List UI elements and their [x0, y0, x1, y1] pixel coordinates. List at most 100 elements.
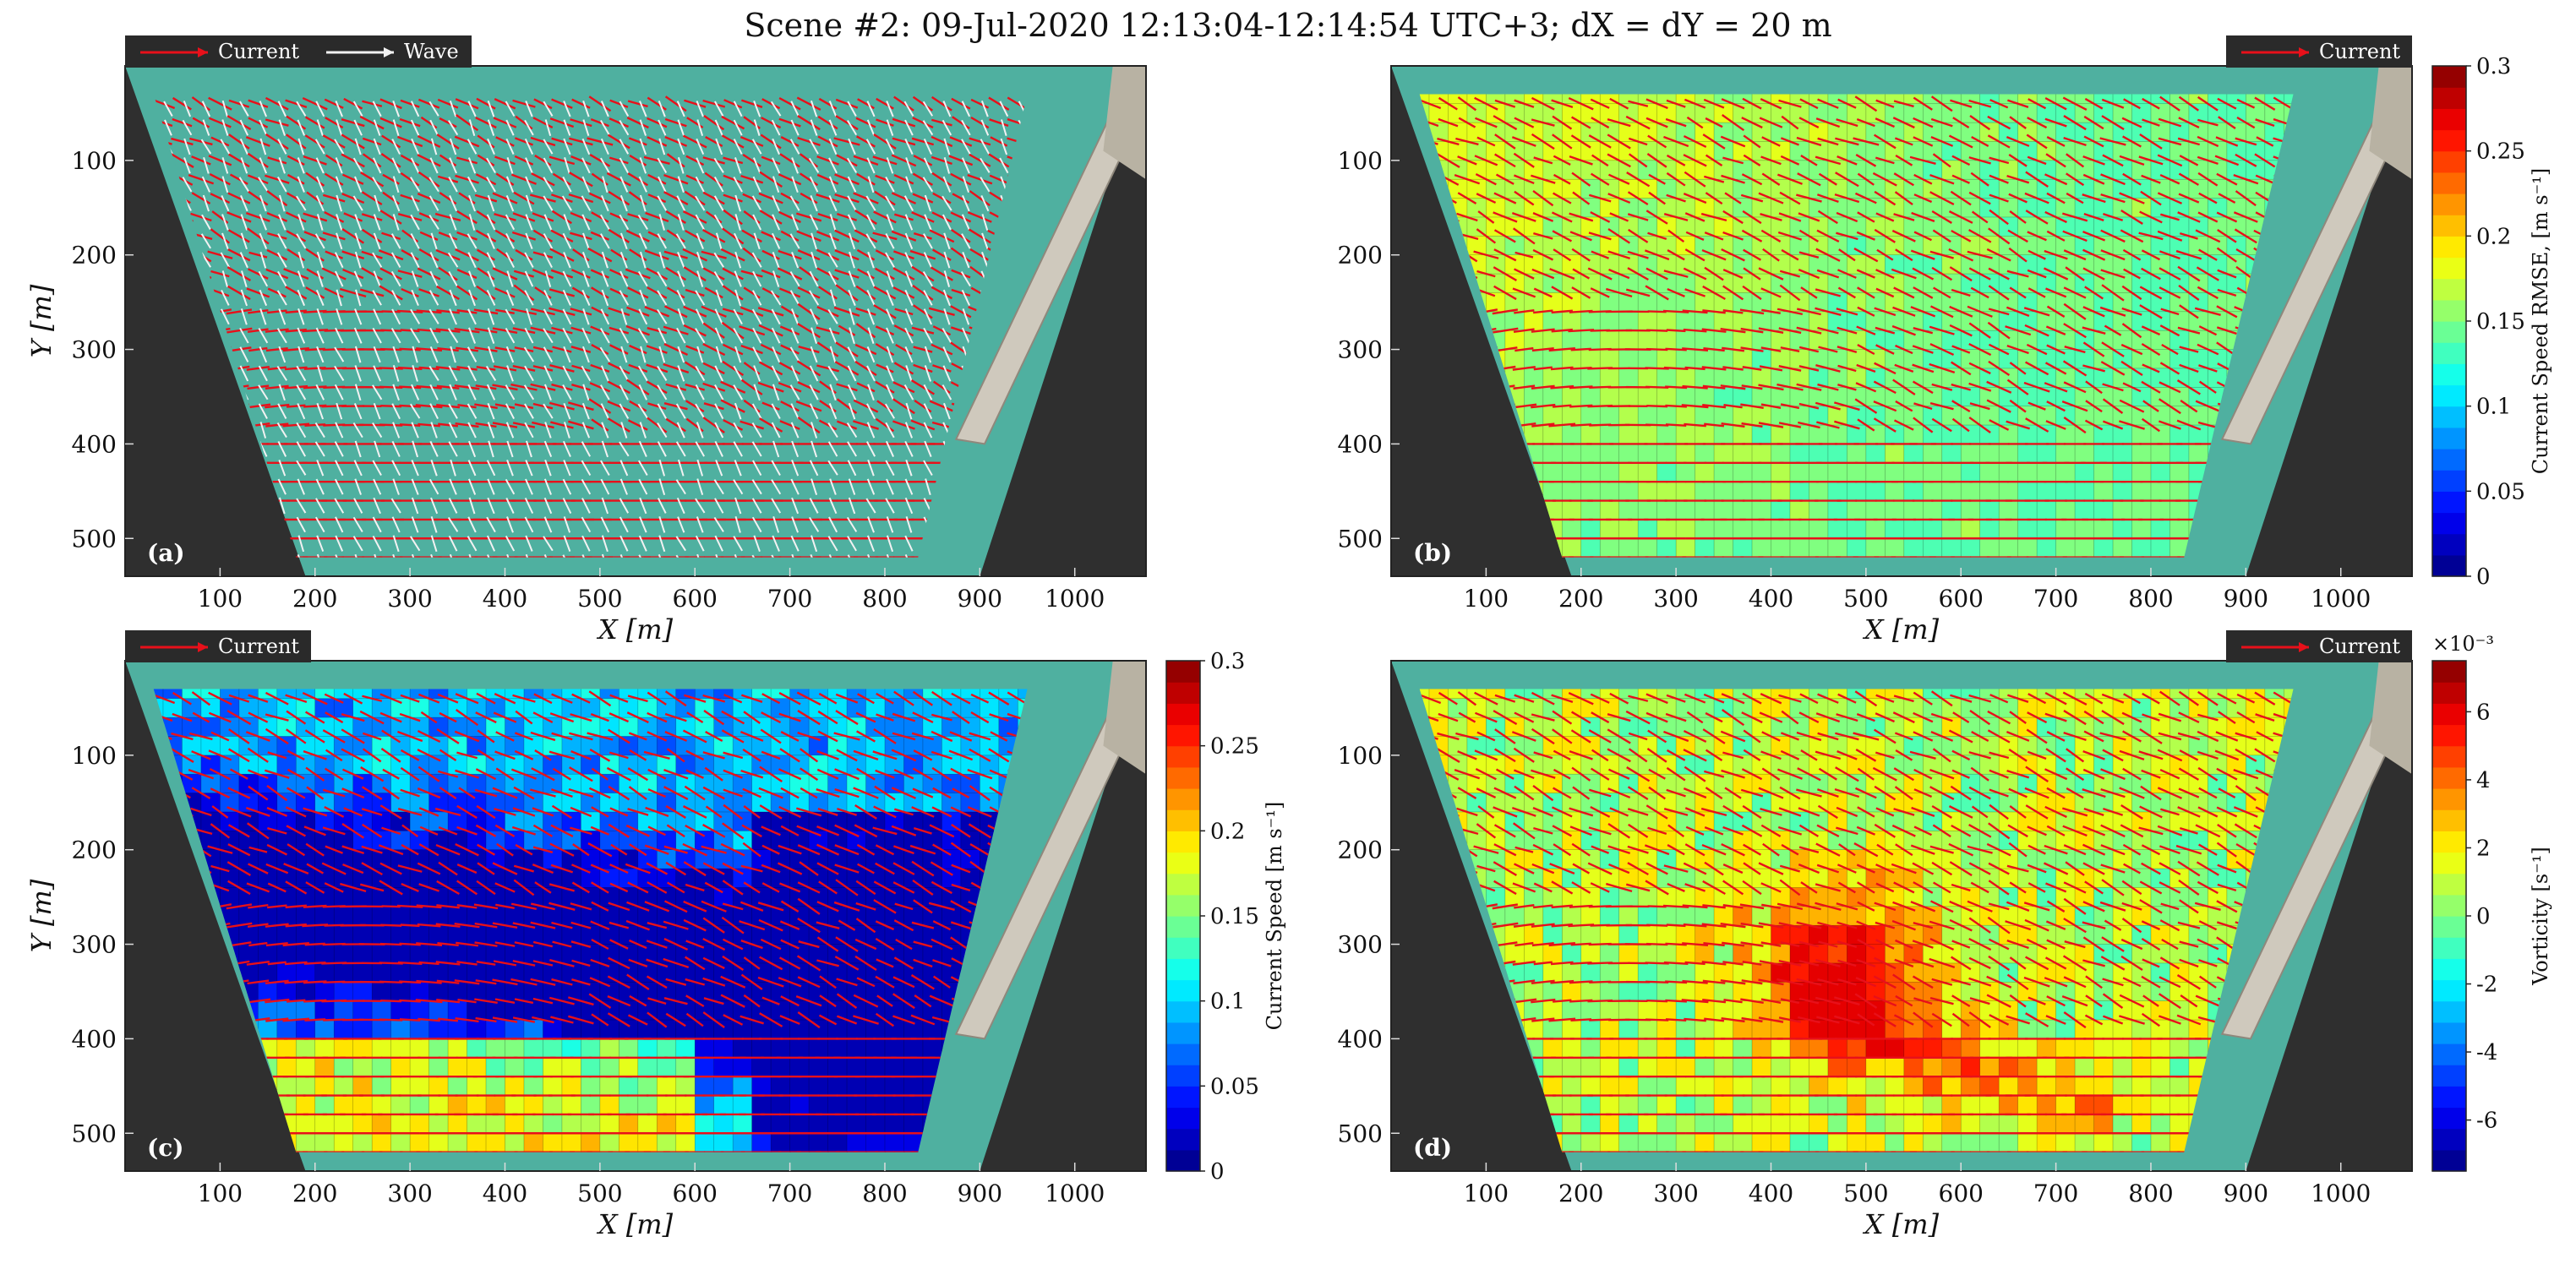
- wave-arrow: [564, 156, 570, 174]
- wave-arrow: [714, 422, 724, 439]
- current-arrow: [266, 212, 288, 222]
- current-arrow: [722, 227, 745, 245]
- current-arrow: [683, 324, 707, 337]
- wave-arrow: [941, 195, 952, 211]
- wave-arrow: [751, 498, 762, 514]
- current-arrow: [208, 155, 232, 166]
- wave-arrow: [601, 497, 609, 515]
- wave-arrow: [619, 516, 629, 533]
- current-arrow: [1684, 422, 1706, 428]
- field-cell: [2169, 178, 2191, 199]
- field-cell: [2093, 462, 2115, 483]
- current-arrow: [930, 266, 953, 281]
- current-arrow: [2197, 286, 2219, 300]
- current-arrow: [1704, 422, 1725, 428]
- current-arrow: [1609, 212, 1629, 222]
- wave-arrow: [505, 194, 515, 212]
- current-arrow: [343, 212, 363, 222]
- current-arrow: [855, 323, 876, 339]
- current-arrow: [265, 422, 289, 428]
- current-arrow: [2158, 117, 2182, 128]
- wave-arrow: [467, 176, 478, 193]
- wave-arrow: [240, 157, 248, 174]
- wave-arrow: [392, 384, 400, 401]
- wave-arrow: [885, 139, 895, 155]
- wave-arrow: [372, 535, 382, 552]
- colorbar-segment: [2432, 449, 2466, 471]
- wave-arrow: [354, 176, 363, 193]
- current-arrow: [1913, 286, 1934, 299]
- wave-arrow: [676, 327, 686, 344]
- current-arrow: [2198, 325, 2218, 336]
- y-tick-label: 500: [72, 525, 117, 553]
- field-cell: [2036, 368, 2057, 389]
- wave-arrow: [810, 346, 818, 363]
- wave-arrow: [943, 402, 951, 420]
- wave-arrow: [638, 176, 647, 193]
- current-arrow: [684, 190, 706, 206]
- wave-arrow: [620, 346, 628, 363]
- current-arrow: [2025, 361, 2049, 376]
- wave-arrow: [676, 422, 685, 439]
- current-arrow: [1968, 99, 1992, 108]
- field-cell: [1637, 103, 1658, 124]
- current-arrow: [797, 302, 821, 320]
- wave-arrow: [543, 478, 552, 495]
- current-arrow: [1873, 400, 1897, 412]
- current-arrow: [892, 137, 916, 146]
- current-arrow: [1856, 325, 1876, 335]
- wave-arrow: [657, 195, 668, 211]
- current-arrow: [1893, 213, 1915, 221]
- wave-arrow: [638, 535, 647, 552]
- current-arrow: [246, 227, 270, 245]
- field-cell: [1580, 500, 1602, 521]
- current-arrow: [912, 172, 934, 186]
- wave-arrow: [316, 346, 325, 363]
- current-arrow: [989, 118, 1009, 128]
- current-arrow: [435, 248, 461, 261]
- current-arrow: [1702, 309, 1726, 314]
- current-arrow: [876, 118, 894, 127]
- field-cell: [1903, 424, 1924, 445]
- wave-arrow: [240, 232, 248, 250]
- wave-arrow: [849, 308, 855, 325]
- current-arrow: [761, 269, 781, 279]
- wave-arrow: [353, 270, 363, 287]
- wave-arrow: [447, 516, 459, 532]
- current-arrow: [817, 115, 838, 130]
- wave-arrow: [657, 441, 667, 457]
- wave-arrow: [808, 516, 820, 532]
- wave-arrow: [336, 232, 343, 250]
- field-cell: [1656, 273, 1678, 294]
- current-arrow: [646, 345, 668, 354]
- wave-arrow: [828, 327, 838, 344]
- field-cell: [1847, 368, 1868, 389]
- field-cell: [1809, 462, 1830, 483]
- current-arrow: [266, 309, 287, 314]
- current-arrow: [607, 417, 630, 433]
- current-arrow: [819, 400, 837, 413]
- current-arrow: [1874, 190, 1897, 206]
- wave-arrow: [904, 346, 914, 363]
- wave-arrow: [791, 497, 800, 515]
- current-arrow: [856, 382, 876, 393]
- current-arrow: [796, 96, 821, 112]
- current-arrow: [1891, 324, 1916, 336]
- field-cell: [1733, 424, 1754, 445]
- current-arrow: [477, 248, 495, 261]
- wave-arrow: [695, 365, 706, 382]
- field-cell: [1599, 330, 1620, 351]
- current-arrow: [835, 115, 859, 131]
- current-arrow: [722, 308, 744, 316]
- x-tick-label: 400: [1749, 585, 1793, 613]
- current-arrow: [361, 191, 383, 205]
- current-arrow: [492, 422, 518, 428]
- wave-arrow: [352, 516, 363, 532]
- wave-arrow: [581, 289, 591, 306]
- wave-arrow: [810, 100, 818, 117]
- wave-arrow: [278, 157, 286, 174]
- wave-arrow: [658, 535, 666, 553]
- wave-arrow: [581, 138, 591, 155]
- wave-arrow: [675, 441, 686, 457]
- current-arrow: [400, 172, 420, 187]
